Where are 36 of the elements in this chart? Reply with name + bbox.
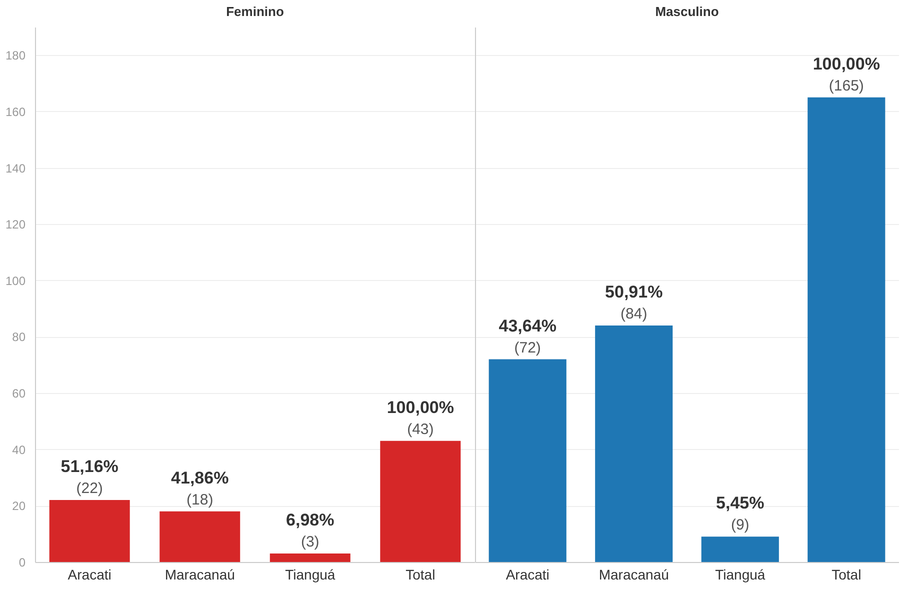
y-tick-label: 0 bbox=[18, 556, 26, 570]
y-tick-label: 40 bbox=[12, 442, 26, 457]
x-tick-label: Total bbox=[406, 566, 436, 582]
bar bbox=[701, 536, 779, 562]
y-tick-label: 120 bbox=[5, 218, 26, 232]
y-tick-label: 100 bbox=[5, 274, 26, 288]
x-tick-label: Maracanaú bbox=[598, 566, 669, 582]
bar bbox=[808, 97, 886, 562]
y-tick-label: 60 bbox=[12, 386, 26, 401]
x-tick-label: Maracanaú bbox=[164, 566, 235, 582]
chart-title: Masculino bbox=[655, 4, 719, 19]
text: 100,00% (165) bbox=[812, 54, 880, 94]
x-tick-label: Total bbox=[832, 566, 862, 582]
x-tick-label: Tianguá bbox=[715, 566, 766, 582]
x-tick-label: Aracati bbox=[506, 566, 550, 582]
y-tick-label: 160 bbox=[5, 104, 26, 119]
chart-title: Feminino bbox=[226, 4, 284, 19]
bar bbox=[49, 500, 130, 562]
text: 5,45% (9) bbox=[716, 494, 764, 534]
y-tick-label: 180 bbox=[5, 48, 26, 63]
text: 6,98% (3) bbox=[286, 510, 334, 551]
bar bbox=[160, 511, 240, 562]
text: 50,91% (84) bbox=[605, 282, 663, 322]
bar bbox=[595, 325, 673, 562]
y-tick-label: 80 bbox=[12, 330, 26, 344]
bar bbox=[380, 440, 461, 562]
y-tick-label: 140 bbox=[5, 161, 26, 176]
text: 51,16% (22) bbox=[60, 457, 118, 498]
x-tick-label: Tianguá bbox=[285, 566, 336, 582]
bar bbox=[488, 359, 566, 562]
text: 43,64% (72) bbox=[498, 316, 556, 356]
text: 41,86% (18) bbox=[171, 468, 229, 508]
y-tick-label: 20 bbox=[12, 499, 26, 514]
text: 100,00% (43) bbox=[386, 398, 454, 438]
x-tick-label: Aracati bbox=[68, 566, 112, 582]
bar bbox=[270, 554, 350, 562]
